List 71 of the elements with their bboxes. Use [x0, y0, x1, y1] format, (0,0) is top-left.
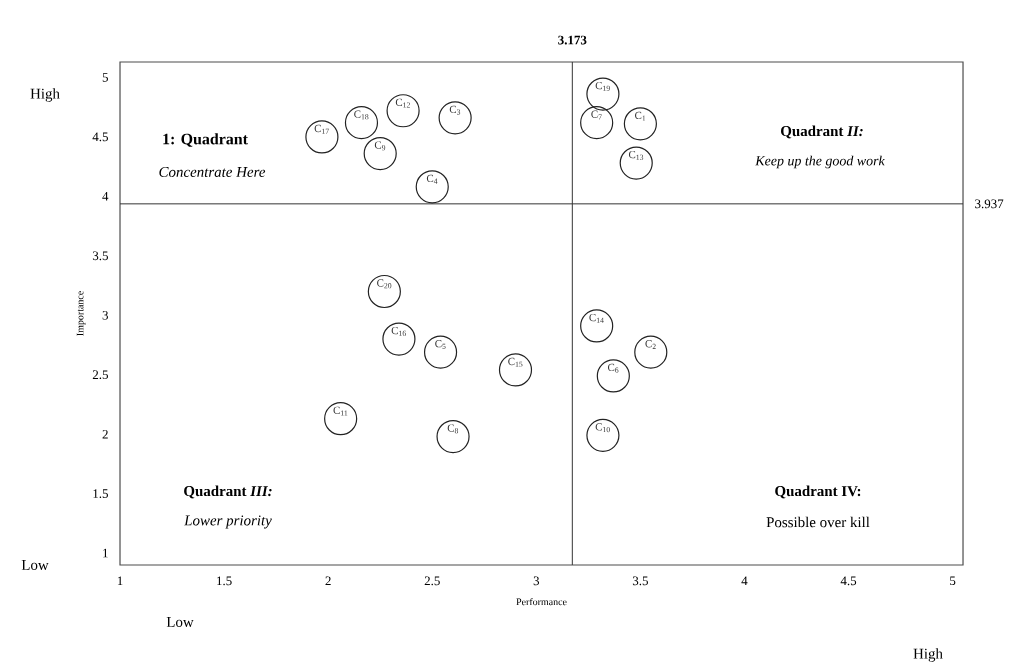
point [344, 106, 379, 140]
annotation: C$_{8}$ [447, 424, 459, 434]
y-tick-label: 2.5 [92, 370, 108, 380]
annotation: 1: Quadrant [163, 133, 248, 147]
annotation: C$_{19}$ [595, 81, 610, 91]
x-axis-title: Performance [516, 598, 567, 606]
annotation: C$_{10}$ [595, 423, 610, 433]
x-tick-label: 2.5 [424, 576, 440, 586]
point [634, 335, 668, 369]
point [415, 170, 449, 204]
annotation: Concentrate Here [159, 166, 266, 178]
y-tick-label: 3 [102, 310, 108, 320]
point [623, 107, 657, 141]
x-tick-label: 2 [325, 576, 331, 586]
annotation: C$_{18}$ [354, 110, 369, 120]
annotation: C$_{11}$ [333, 406, 348, 416]
annotation: C$_{7}$ [591, 110, 602, 120]
y-tick-label: 3.5 [92, 251, 108, 261]
annotation: Quadrant IV: [775, 485, 861, 499]
x-tick-label: 3 [533, 576, 540, 586]
x-tick-label: 5 [950, 576, 956, 586]
point [586, 418, 620, 452]
ref-line-label: 3.937 [975, 199, 1004, 209]
y-tick-label: 2 [102, 429, 108, 439]
point [423, 335, 458, 369]
point [619, 146, 653, 180]
text: Low [21, 560, 49, 570]
annotation: C$_{17}$ [314, 124, 329, 134]
point [498, 353, 533, 387]
y-tick-label: 4.5 [92, 132, 108, 142]
text: Low [166, 617, 194, 627]
y-tick-label: 5 [102, 73, 108, 82]
point [305, 120, 339, 154]
text: High [30, 88, 60, 102]
annotation: C$_{15}$ [508, 357, 523, 367]
x-tick-label: 4.5 [840, 576, 857, 586]
point [436, 419, 470, 454]
text: High [913, 648, 943, 662]
x-tick-label: 1 [117, 576, 123, 586]
annotation: C$_{16}$ [391, 326, 406, 336]
annotation: C$_{6}$ [607, 363, 619, 373]
annotation: C$_{14}$ [589, 313, 604, 323]
annotation: C$_{1}$ [635, 111, 646, 121]
x-tick-label: 3.5 [632, 576, 648, 586]
x-tick-label: 4 [741, 576, 748, 586]
annotation: C$_{12}$ [395, 98, 410, 108]
annotation: C$_{9}$ [374, 141, 386, 151]
x-tick-label: 1.5 [217, 576, 232, 586]
y-tick-label: 4 [102, 192, 109, 201]
annotation: C$_{3}$ [449, 105, 461, 115]
annotation: Lower priority [184, 515, 272, 529]
annotation: Keep up the good work [755, 155, 885, 169]
annotation: C$_{20}$ [377, 279, 392, 289]
annotation: Quadrant III: [184, 485, 272, 499]
point [363, 136, 397, 171]
y-tick-label: 1 [103, 548, 108, 558]
point [580, 106, 614, 140]
ref-line-label: 3.173 [558, 35, 587, 45]
annotation: C$_{4}$ [426, 174, 438, 184]
y-axis-title: Importance [76, 291, 86, 336]
annotation: C$_{13}$ [628, 150, 644, 160]
point [382, 322, 416, 356]
point [586, 77, 620, 111]
annotation: C$_{5}$ [435, 339, 446, 349]
point [596, 359, 630, 393]
annotation: Quadrant II: [781, 125, 863, 139]
annotation: C$_{2}$ [645, 340, 656, 349]
point [580, 309, 614, 343]
point [324, 402, 358, 436]
y-tick-label: 1.5 [93, 489, 108, 499]
annotation: Possible over kill [766, 516, 870, 528]
